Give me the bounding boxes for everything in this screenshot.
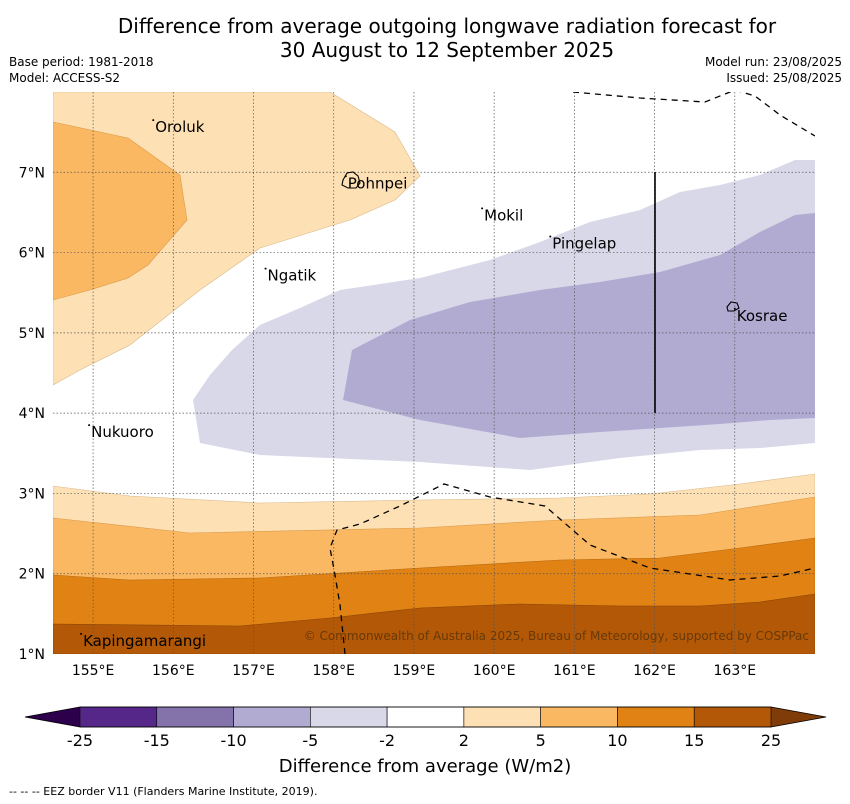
model-run: Model run: 23/08/2025 [704, 55, 842, 69]
latitude-tick-label: 2°N [19, 567, 45, 583]
colorbar-low-extension [25, 707, 80, 727]
colorbar-tick-label: 2 [459, 731, 469, 750]
issued-date: Issued: 25/08/2025 [726, 71, 842, 85]
contour-south-15to25 [53, 593, 815, 654]
latitude-tick-label: 4°N [19, 406, 45, 422]
colorbar-axis-label: Difference from average (W/m2) [279, 756, 571, 777]
eez-border-north [572, 92, 815, 137]
place-marker [481, 207, 484, 210]
place-marker [549, 235, 552, 238]
latitude-tick-label: 6°N [19, 246, 45, 262]
eez-border-south [329, 483, 815, 654]
place-marker [344, 175, 347, 178]
colorbar-swatch [233, 706, 311, 728]
place-marker [80, 632, 83, 635]
colorbar-tick-label: 15 [684, 731, 704, 750]
longitude-tick-label: 157°E [232, 663, 275, 679]
contour-east-neg5to-10 [343, 213, 815, 438]
colorbar-swatch [79, 706, 158, 728]
colorbar-tick-label: -10 [220, 731, 246, 750]
place-label-nukuoro: Nukuoro [91, 423, 154, 441]
title-line-1: Difference from average outgoing longwav… [117, 14, 777, 38]
latitude-tick-label: 5°N [19, 326, 45, 342]
colorbar-tick-label: -15 [144, 731, 170, 750]
colorbar-tick-label: 5 [536, 731, 546, 750]
longitude-tick-label: 156°E [152, 663, 195, 679]
place-label-oroluk: Oroluk [155, 118, 204, 136]
place-marker [152, 119, 155, 122]
contour-nw-5to10 [53, 121, 188, 301]
longitude-tick-label: 160°E [473, 663, 516, 679]
colorbar-swatch [310, 706, 388, 728]
longitude-tick-label: 161°E [553, 663, 596, 679]
latitude-ticks: 1°N 2°N 3°N 4°N 5°N 6°N 7°N [19, 165, 45, 663]
colorbar-swatch [693, 706, 772, 728]
eez-footer-note: -- -- -- EEZ border V11 (Flanders Marine… [9, 785, 318, 798]
placemarks: Oroluk Pohnpei Mokil Pingelap Ngatik Kosrae Nu… [80, 118, 787, 650]
model-name: Model: ACCESS-S2 [9, 71, 121, 85]
colorbar-outline [24, 706, 827, 728]
base-period: Base period: 1981-2018 [9, 55, 154, 69]
latitude-tick-label: 7°N [19, 165, 45, 181]
colorbar-tick-label: -2 [379, 731, 395, 750]
eez-borders [329, 92, 815, 654]
kosrae-island-shape [726, 301, 740, 312]
place-label-kapingamarangi: Kapingamarangi [83, 632, 206, 650]
meta-right: Model run: 23/08/2025 Issued: 25/08/2025 [705, 54, 842, 86]
place-marker [264, 267, 267, 270]
pohnpei-island-shape [341, 171, 361, 189]
place-label-pingelap: Pingelap [552, 235, 616, 253]
longitude-ticks: 155°E 156°E 157°E 158°E 159°E 160°E 161°E 162°E… [72, 663, 756, 679]
colorbar-high-extension [771, 707, 826, 727]
longitude-tick-label: 163°E [714, 663, 757, 679]
place-label-pohnpei: Pohnpei [348, 174, 408, 192]
meta-left: Base period: 1981-2018 Model: ACCESS-S2 [9, 54, 154, 86]
place-label-ngatik: Ngatik [268, 267, 317, 285]
place-marker [88, 424, 91, 427]
longitude-tick-label: 162°E [633, 663, 676, 679]
map-plot: Oroluk Pohnpei Mokil Pingelap Ngatik Kosrae Nu… [53, 92, 815, 654]
latitude-tick-label: 1°N [19, 647, 45, 663]
longitude-tick-label: 158°E [312, 663, 355, 679]
title-line-2: 30 August to 12 September 2025 [279, 38, 615, 62]
colorbar-tick-label: 25 [761, 731, 781, 750]
colorbar-tick-label: -25 [67, 731, 93, 750]
graticule [53, 92, 815, 654]
longitude-tick-label: 159°E [393, 663, 436, 679]
colorbar: -25 -15 -10 -5 -2 2 5 10 15 25 [24, 706, 827, 750]
colorbar-tick-label: 10 [607, 731, 627, 750]
colorbar-swatch [617, 706, 695, 728]
colorbar-swatch [156, 706, 234, 728]
colorbar-swatch [463, 706, 541, 728]
place-marker [733, 307, 736, 310]
latitude-tick-label: 3°N [19, 486, 45, 502]
colorbar-swatch [540, 706, 618, 728]
place-label-mokil: Mokil [484, 206, 523, 224]
colorbar-tick-label: -5 [302, 731, 318, 750]
copyright-text: © Commonwealth of Australia 2025, Bureau… [304, 629, 809, 643]
map-title: Difference from average outgoing longwav… [0, 14, 850, 62]
longitude-tick-label: 155°E [72, 663, 115, 679]
colorbar-swatch [386, 706, 465, 728]
place-label-kosrae: Kosrae [737, 307, 788, 325]
